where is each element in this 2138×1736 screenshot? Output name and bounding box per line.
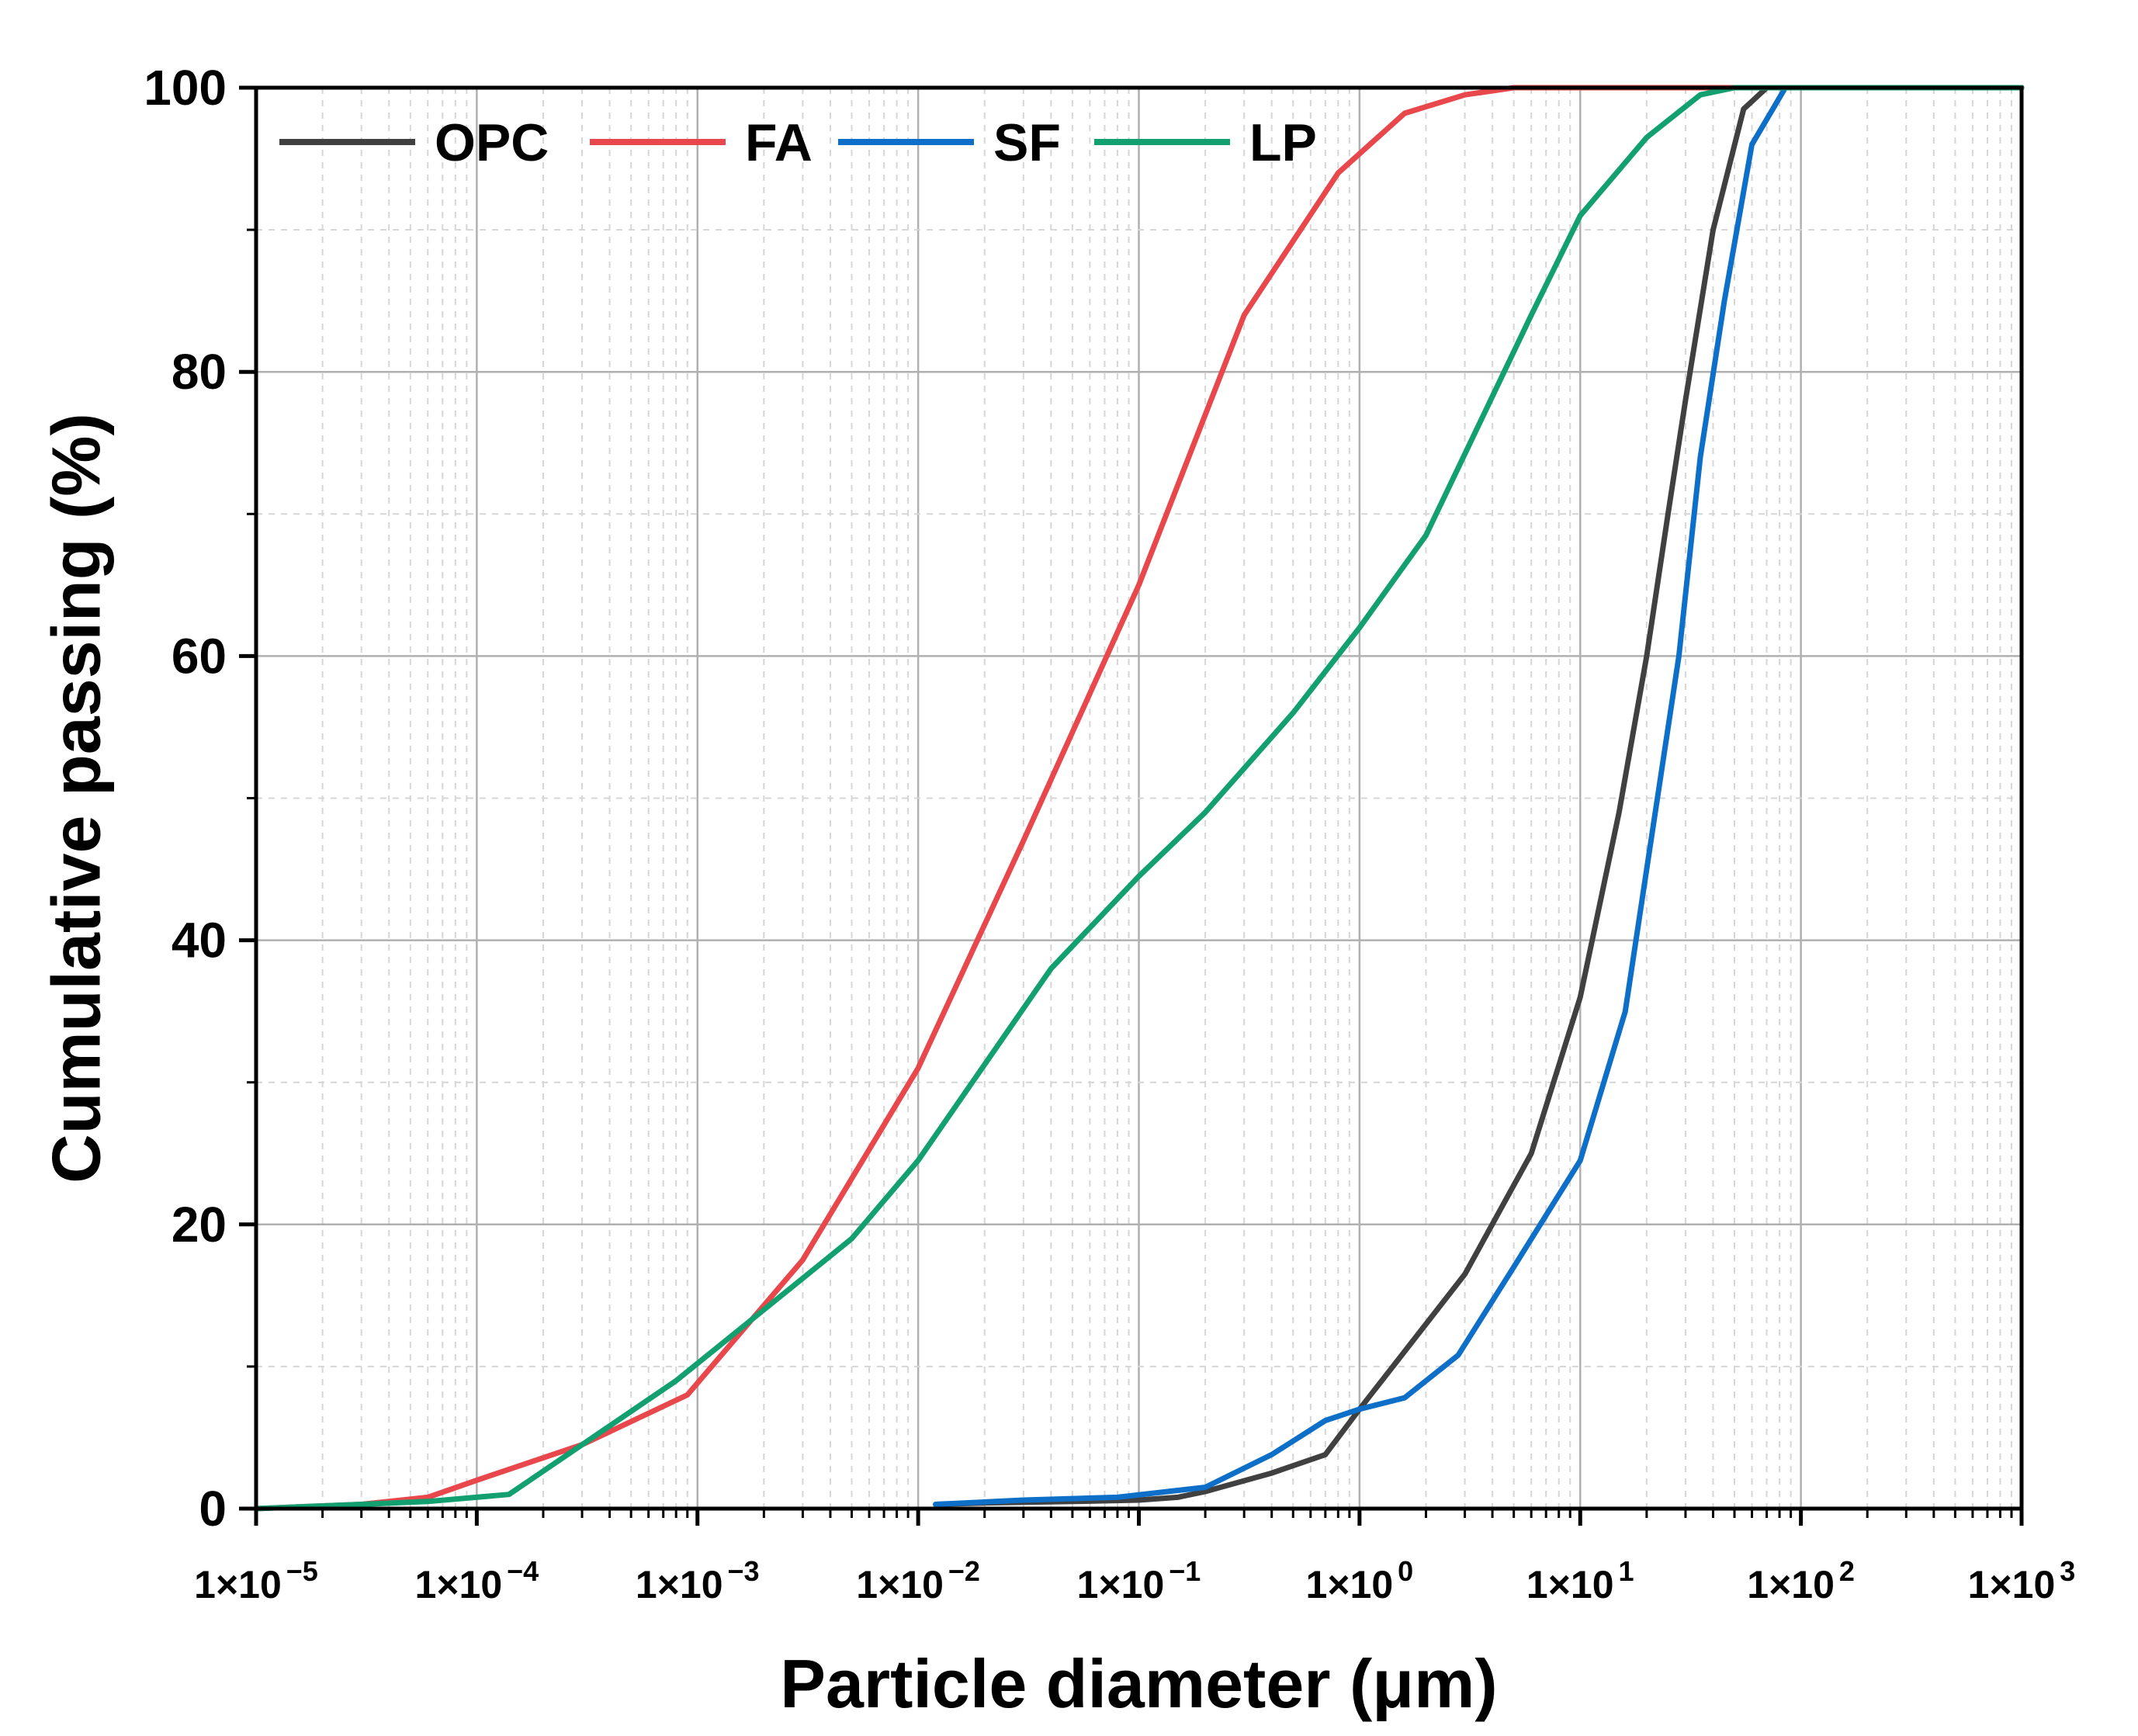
y-tick-label: 40 — [172, 913, 227, 968]
x-tick-label: 1×10 2 — [1747, 1555, 1855, 1606]
x-tick-label: 1×10 −1 — [1077, 1555, 1201, 1606]
legend-label-fa: FA — [745, 113, 813, 172]
y-tick-label: 20 — [172, 1197, 227, 1253]
series-line-sf — [933, 85, 2025, 1507]
axis-ticks — [239, 85, 2024, 1526]
y-axis-title: Cumulative passing (%) — [37, 413, 114, 1183]
series-line-fa — [253, 85, 2025, 1512]
x-tick-label: 1×10 −2 — [856, 1555, 980, 1606]
y-tick-labels: 0 20 40 60 80 100 — [144, 60, 227, 1537]
x-tick-label: 1×10 1 — [1526, 1555, 1634, 1606]
x-tick-label: 1×10 3 — [1968, 1555, 2076, 1606]
series-line-lp — [253, 85, 2025, 1512]
legend-label-lp: LP — [1249, 113, 1317, 172]
legend-label-opc: OPC — [435, 113, 549, 172]
series-line-opc — [933, 85, 2025, 1507]
x-tick-label: 1×10 0 — [1306, 1555, 1414, 1606]
x-axis-title: Particle diameter (μm) — [780, 1645, 1497, 1722]
y-tick-label: 80 — [172, 344, 227, 400]
y-tick-label: 0 — [199, 1481, 227, 1537]
x-tick-label: 1×10 −4 — [415, 1555, 539, 1606]
series-lines — [253, 85, 2025, 1512]
legend: OPC FA SF LP — [279, 113, 1317, 172]
y-tick-label: 60 — [172, 628, 227, 684]
x-tick-label: 1×10 −3 — [636, 1555, 760, 1606]
legend-label-sf: SF — [993, 113, 1061, 172]
grid — [256, 88, 2022, 1509]
y-tick-label: 100 — [144, 60, 227, 116]
x-tick-labels: 1×10 −5 1×10 −4 1×10 −3 1×10 −2 1×10 −1 1×10 0 1×10 1… — [194, 1555, 2075, 1606]
x-tick-label: 1×10 −5 — [194, 1555, 318, 1606]
